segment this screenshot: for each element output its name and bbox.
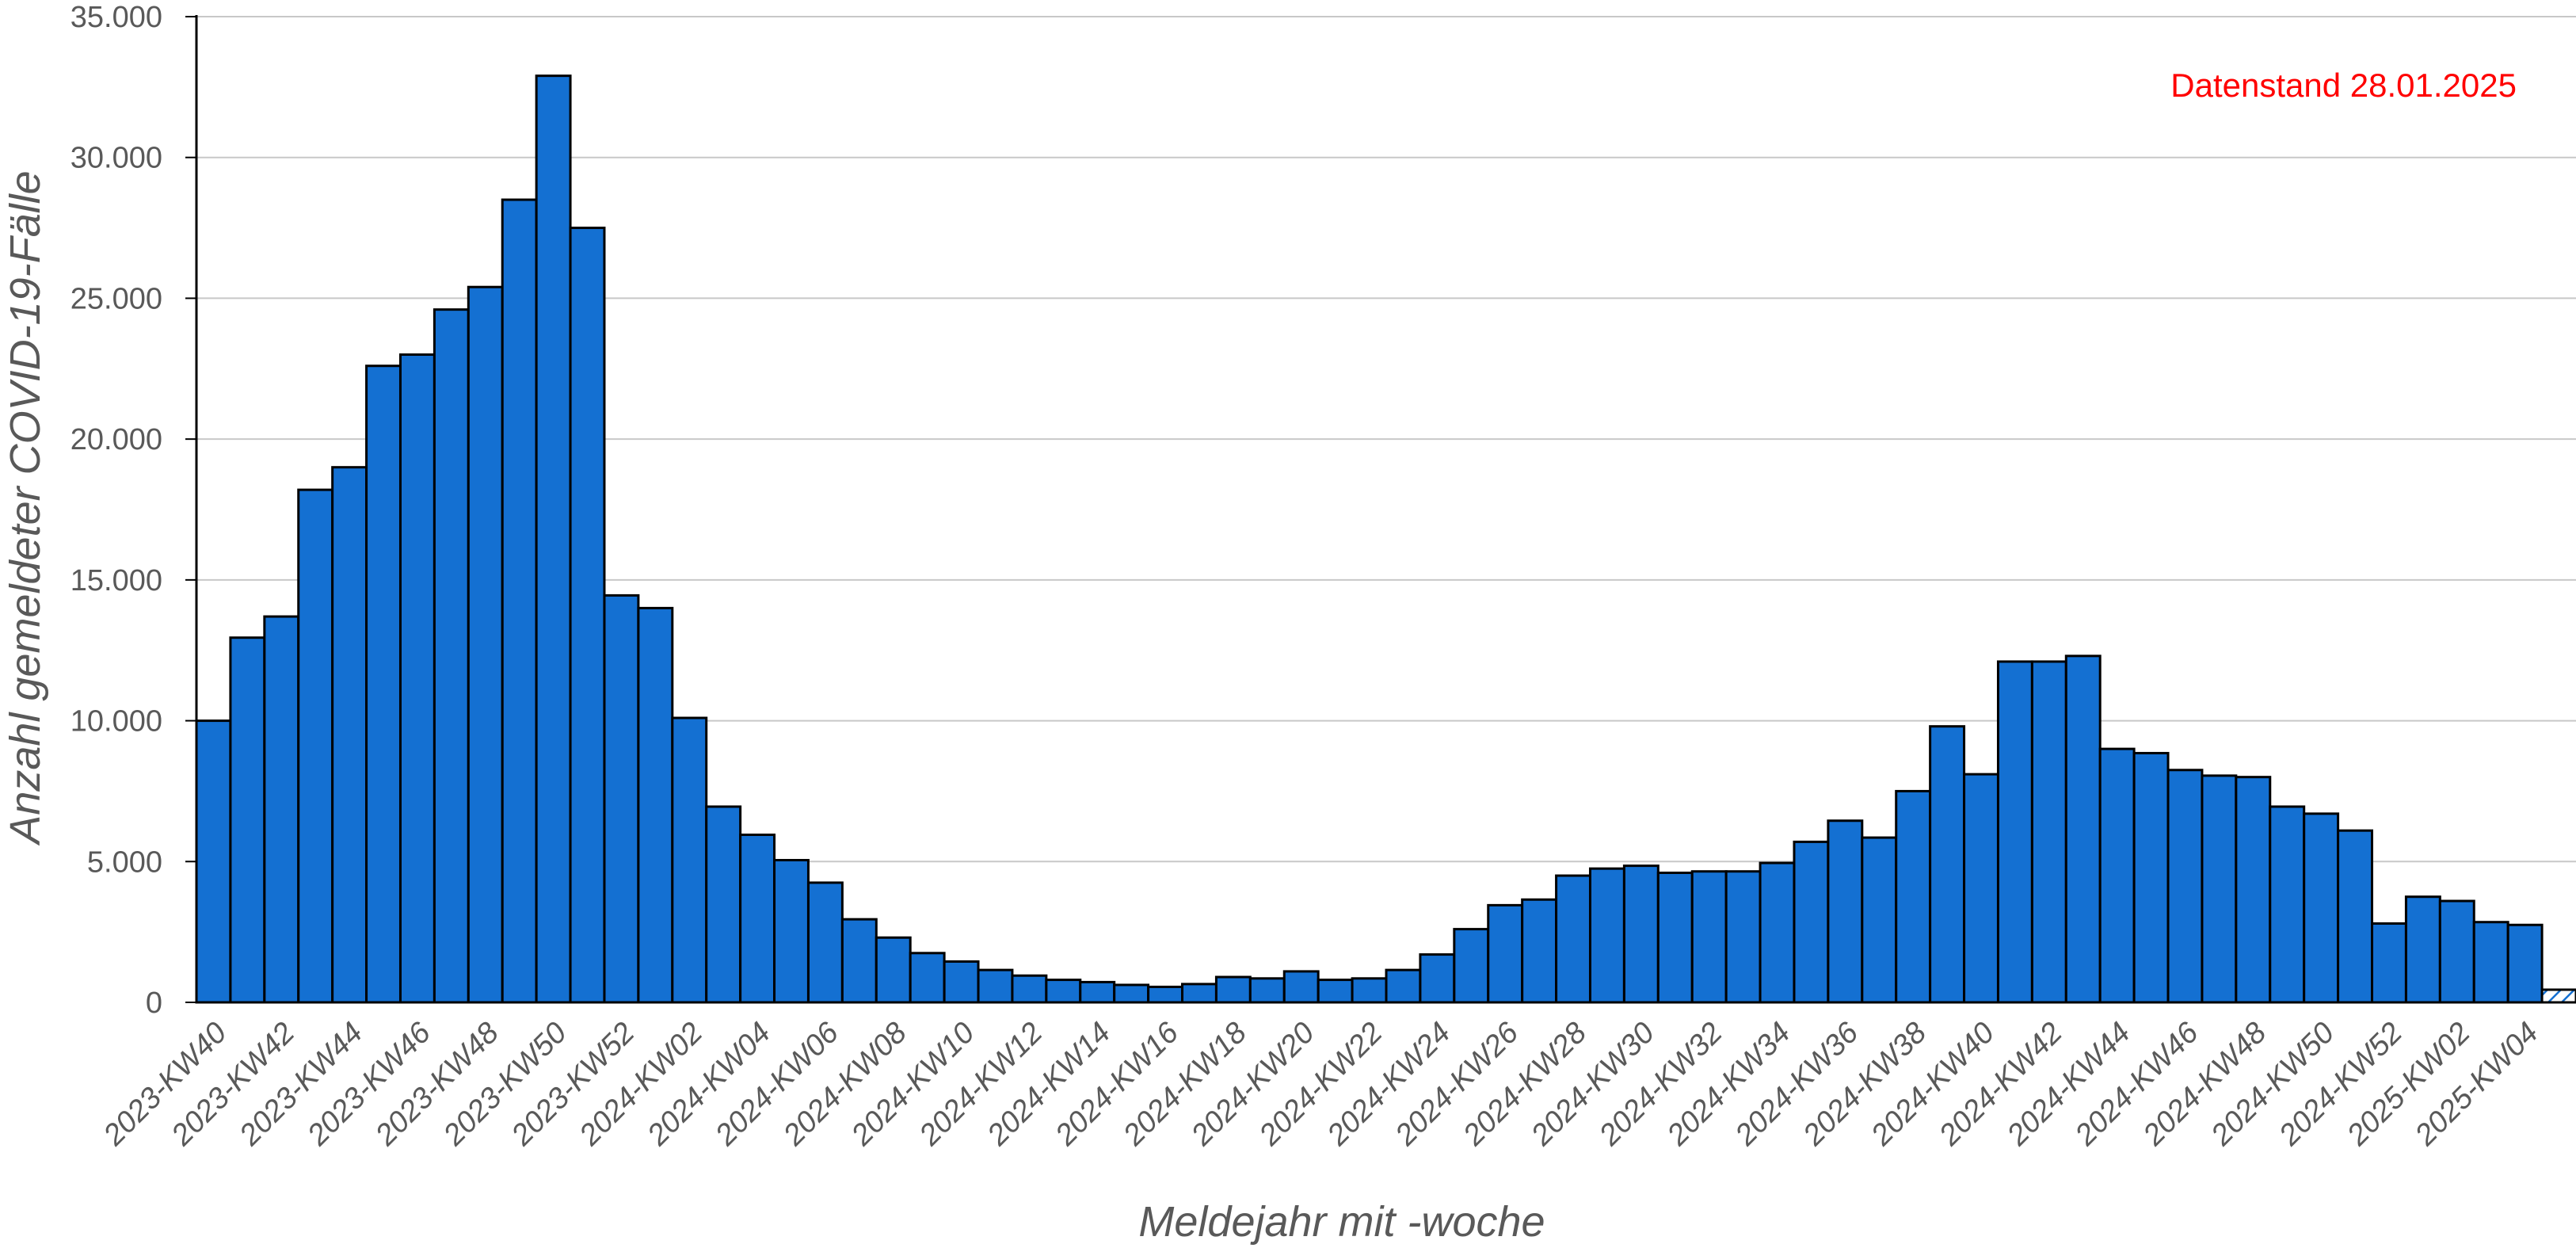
bar-2024-kw32 (1690, 870, 1728, 1004)
y-tick-label: 15.000 (70, 564, 162, 597)
bar-2025-kw05 (2540, 988, 2576, 1004)
bar-2024-kw44 (2098, 747, 2136, 1004)
bar-2024-kw11 (977, 968, 1014, 1004)
bar-2024-kw06 (806, 881, 844, 1004)
y-tick-label: 35.000 (70, 1, 162, 34)
bar-2024-kw49 (2269, 805, 2306, 1004)
y-tick-label: 30.000 (70, 142, 162, 175)
axes (185, 15, 2576, 1004)
bar-2024-kw51 (2337, 829, 2374, 1004)
bar-2023-kw45 (365, 364, 402, 1004)
x-axis-title: Meldejahr mit -woche (1138, 1198, 1545, 1246)
bar-2024-kw42 (2030, 660, 2067, 1004)
bar-2023-kw48 (467, 285, 504, 1004)
bar-2024-kw34 (1759, 861, 1796, 1004)
bar-2024-kw20 (1282, 970, 1320, 1004)
bar-2024-kw37 (1861, 836, 1898, 1004)
y-tick-label: 0 (146, 987, 162, 1020)
bar-2024-kw02 (671, 716, 708, 1004)
bar-2024-kw38 (1895, 789, 1932, 1004)
bar-2024-kw01 (637, 606, 674, 1004)
bar-2024-kw09 (909, 952, 946, 1004)
bar-2024-kw27 (1521, 898, 1558, 1004)
bar-2024-kw48 (2235, 776, 2272, 1004)
y-tick-label: 10.000 (70, 705, 162, 738)
y-tick-labels: 0 5.000 10.000 15.000 20.000 25.000 30.000 35.0… (70, 1, 162, 1020)
bar-2025-kw01 (2404, 895, 2441, 1004)
bar-2024-kw23 (1385, 968, 1422, 1004)
bar-2023-kw46 (398, 353, 436, 1004)
bar-2023-kw44 (331, 466, 368, 1004)
bar-2024-kw41 (1996, 660, 2033, 1004)
bar-2024-kw14 (1079, 980, 1116, 1004)
bar-2024-kw46 (2166, 769, 2204, 1004)
y-tick-label: 25.000 (70, 282, 162, 315)
bar-2024-kw36 (1827, 819, 1864, 1004)
bar-2024-kw16 (1147, 985, 1184, 1004)
bar-2024-kw33 (1724, 870, 1762, 1004)
bar-2023-kw40 (195, 719, 232, 1004)
bar-2023-kw43 (297, 488, 334, 1004)
bar-2024-kw13 (1045, 979, 1082, 1004)
data-status-annotation: Datenstand 28.01.2025 (2170, 67, 2517, 104)
bar-2024-kw35 (1793, 840, 1830, 1004)
bar-2023-kw47 (433, 308, 470, 1004)
bar-2024-kw39 (1929, 725, 1966, 1004)
bar-2024-kw10 (943, 960, 980, 1004)
bar-2024-kw08 (875, 936, 912, 1004)
bar-2024-kw45 (2132, 751, 2170, 1004)
bar-2024-kw15 (1113, 983, 1150, 1004)
bar-2024-kw25 (1453, 928, 1490, 1004)
bar-2024-kw19 (1248, 977, 1286, 1004)
bar-2024-kw18 (1214, 975, 1252, 1004)
bar-2024-kw26 (1487, 903, 1524, 1004)
bar-2024-kw28 (1555, 874, 1591, 1004)
bar-2024-kw50 (2303, 812, 2340, 1004)
y-axis-title: Anzahl gemeldeter COVID-19-Fälle (2, 170, 49, 845)
bar-2024-kw04 (739, 834, 776, 1004)
y-tick-label: 5.000 (87, 845, 162, 879)
bar-2023-kw52 (603, 593, 640, 1004)
bar-2023-kw50 (535, 74, 572, 1004)
y-tick-label: 20.000 (70, 423, 162, 456)
bar-2023-kw49 (501, 198, 538, 1004)
bar-2024-kw24 (1419, 953, 1456, 1004)
bar-2024-kw40 (1963, 773, 1999, 1004)
bar-2023-kw41 (229, 636, 266, 1004)
bar-2025-kw02 (2438, 899, 2475, 1004)
bar-2024-kw30 (1622, 864, 1660, 1004)
bar-2024-kw21 (1317, 979, 1354, 1004)
bars (195, 74, 2576, 1004)
bar-2024-kw17 (1181, 983, 1218, 1004)
bar-2024-kw07 (840, 918, 878, 1004)
x-tick-labels: 2023-KW402023-KW422023-KW442023-KW462023… (97, 1016, 2544, 1153)
bar-2024-kw03 (705, 805, 742, 1004)
bar-2024-kw31 (1656, 872, 1694, 1004)
bar-2025-kw04 (2506, 923, 2544, 1004)
bar-2023-kw51 (569, 227, 606, 1004)
bar-2023-kw42 (263, 615, 300, 1004)
bar-2024-kw22 (1351, 977, 1388, 1004)
bar-2024-kw43 (2064, 655, 2102, 1004)
bar-2024-kw29 (1588, 867, 1625, 1004)
bar-2024-kw12 (1011, 974, 1048, 1004)
bar-2024-kw05 (773, 859, 810, 1004)
bar-2024-kw47 (2201, 774, 2238, 1004)
bar-2025-kw03 (2472, 921, 2509, 1004)
bar-2024-kw52 (2371, 922, 2407, 1004)
